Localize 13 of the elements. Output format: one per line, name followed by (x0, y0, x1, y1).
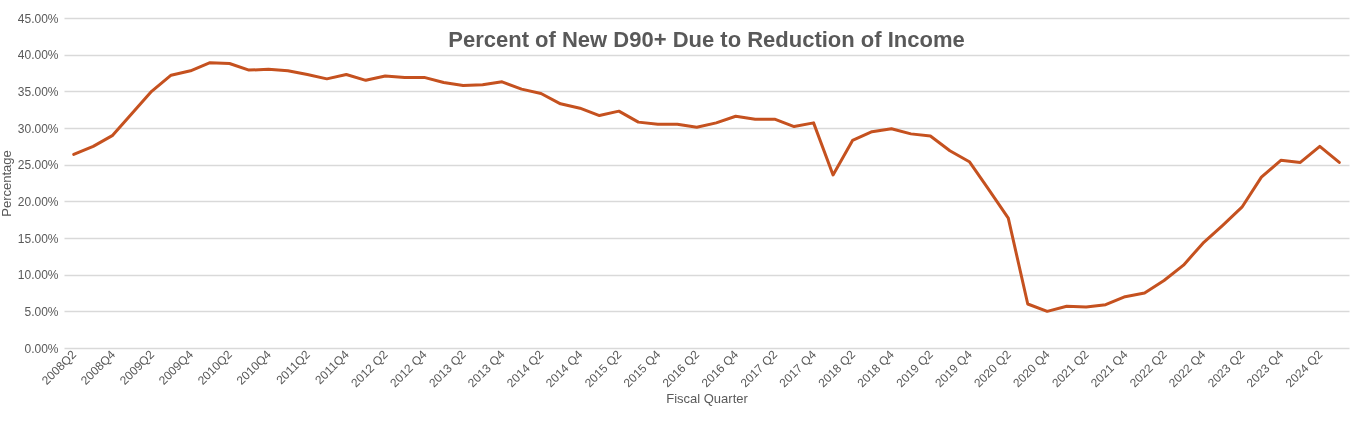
y-tick-label: 25.00% (17, 158, 59, 173)
y-tick-label: 35.00% (17, 84, 59, 99)
y-tick-label: 20.00% (17, 194, 59, 209)
y-tick-label: 5.00% (24, 304, 59, 319)
y-tick-label: 10.00% (17, 268, 59, 283)
chart-title: Percent of New D90+ Due to Reduction of Income (448, 27, 965, 52)
y-tick-label: 45.00% (17, 11, 59, 26)
y-axis-title: Percentage (0, 150, 14, 217)
y-tick-label: 15.00% (17, 231, 59, 246)
y-tick-label: 30.00% (17, 121, 59, 136)
y-tick-label: 40.00% (17, 48, 59, 63)
x-axis-title: Fiscal Quarter (666, 391, 749, 407)
line-series (72, 61, 1341, 313)
